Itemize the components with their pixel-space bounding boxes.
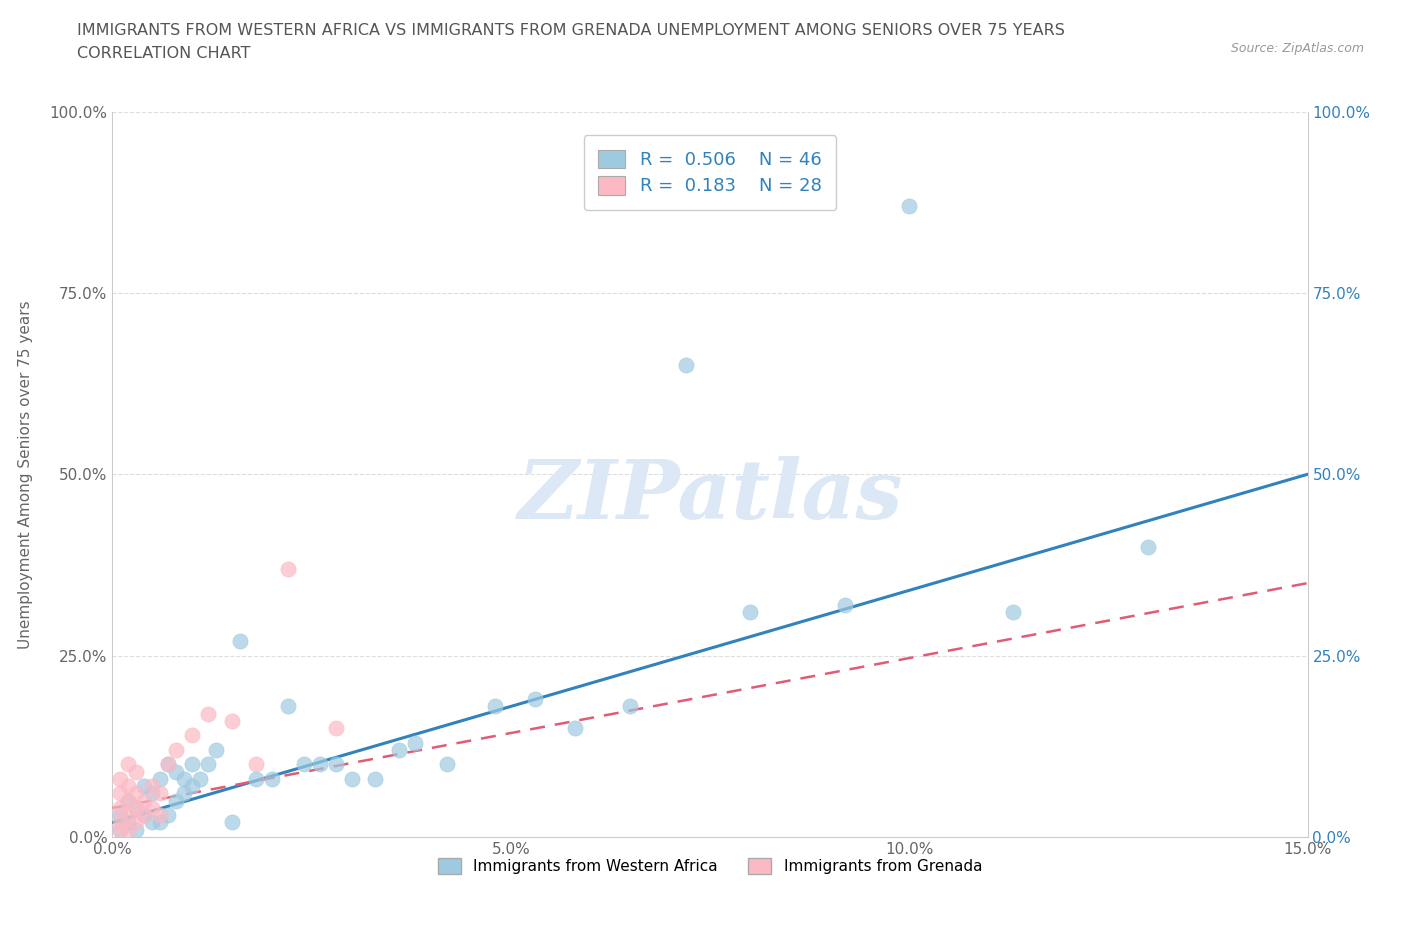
Point bbox=[388, 742, 411, 757]
Point bbox=[898, 198, 921, 213]
Point bbox=[181, 778, 204, 793]
Point bbox=[157, 757, 180, 772]
Point bbox=[436, 757, 458, 772]
Point bbox=[173, 772, 195, 787]
Point bbox=[125, 815, 148, 830]
Point bbox=[134, 808, 156, 823]
Text: IMMIGRANTS FROM WESTERN AFRICA VS IMMIGRANTS FROM GRENADA UNEMPLOYMENT AMONG SEN: IMMIGRANTS FROM WESTERN AFRICA VS IMMIGR… bbox=[77, 23, 1066, 38]
Point bbox=[245, 772, 267, 787]
Point bbox=[117, 778, 139, 793]
Point bbox=[1137, 539, 1160, 554]
Point bbox=[173, 786, 195, 801]
Point bbox=[110, 801, 132, 816]
Point bbox=[292, 757, 315, 772]
Point bbox=[117, 793, 139, 808]
Point bbox=[229, 633, 252, 648]
Point bbox=[149, 808, 172, 823]
Point bbox=[325, 757, 347, 772]
Point bbox=[149, 815, 172, 830]
Point bbox=[181, 728, 204, 743]
Point bbox=[340, 772, 363, 787]
Point bbox=[165, 793, 187, 808]
Point bbox=[404, 736, 426, 751]
Point bbox=[117, 757, 139, 772]
Point bbox=[141, 815, 163, 830]
Point bbox=[117, 815, 139, 830]
Point bbox=[141, 786, 163, 801]
Point bbox=[564, 721, 586, 736]
Point bbox=[110, 772, 132, 787]
Point bbox=[221, 713, 243, 728]
Point bbox=[738, 604, 761, 619]
Point bbox=[149, 786, 172, 801]
Point bbox=[188, 772, 211, 787]
Text: Source: ZipAtlas.com: Source: ZipAtlas.com bbox=[1230, 42, 1364, 55]
Point bbox=[484, 699, 506, 714]
Text: CORRELATION CHART: CORRELATION CHART bbox=[77, 46, 250, 61]
Point bbox=[197, 757, 219, 772]
Point bbox=[205, 742, 228, 757]
Point bbox=[1001, 604, 1024, 619]
Point bbox=[125, 786, 148, 801]
Text: ZIPatlas: ZIPatlas bbox=[517, 456, 903, 536]
Point bbox=[260, 772, 283, 787]
Point bbox=[221, 815, 243, 830]
Point bbox=[117, 793, 139, 808]
Point bbox=[834, 597, 856, 612]
Point bbox=[125, 801, 148, 816]
Point bbox=[197, 706, 219, 721]
Point bbox=[619, 699, 641, 714]
Point bbox=[245, 757, 267, 772]
Point bbox=[110, 822, 132, 837]
Point bbox=[117, 822, 139, 837]
Point bbox=[149, 772, 172, 787]
Point bbox=[364, 772, 387, 787]
Point bbox=[141, 778, 163, 793]
Point bbox=[157, 757, 180, 772]
Point bbox=[165, 764, 187, 779]
Point bbox=[141, 801, 163, 816]
Point bbox=[165, 742, 187, 757]
Point bbox=[157, 808, 180, 823]
Point bbox=[110, 815, 132, 830]
Point bbox=[125, 822, 148, 837]
Point bbox=[675, 358, 697, 373]
Point bbox=[308, 757, 330, 772]
Point bbox=[181, 757, 204, 772]
Point bbox=[134, 808, 156, 823]
Point bbox=[110, 808, 132, 823]
Point bbox=[523, 692, 546, 707]
Point bbox=[277, 561, 299, 576]
Point bbox=[117, 808, 139, 823]
Point bbox=[134, 793, 156, 808]
Point bbox=[110, 822, 132, 837]
Point bbox=[325, 721, 347, 736]
Y-axis label: Unemployment Among Seniors over 75 years: Unemployment Among Seniors over 75 years bbox=[18, 300, 32, 648]
Point bbox=[125, 764, 148, 779]
Legend: Immigrants from Western Africa, Immigrants from Grenada: Immigrants from Western Africa, Immigran… bbox=[432, 852, 988, 880]
Point bbox=[134, 778, 156, 793]
Point bbox=[277, 699, 299, 714]
Point bbox=[110, 786, 132, 801]
Point bbox=[125, 801, 148, 816]
